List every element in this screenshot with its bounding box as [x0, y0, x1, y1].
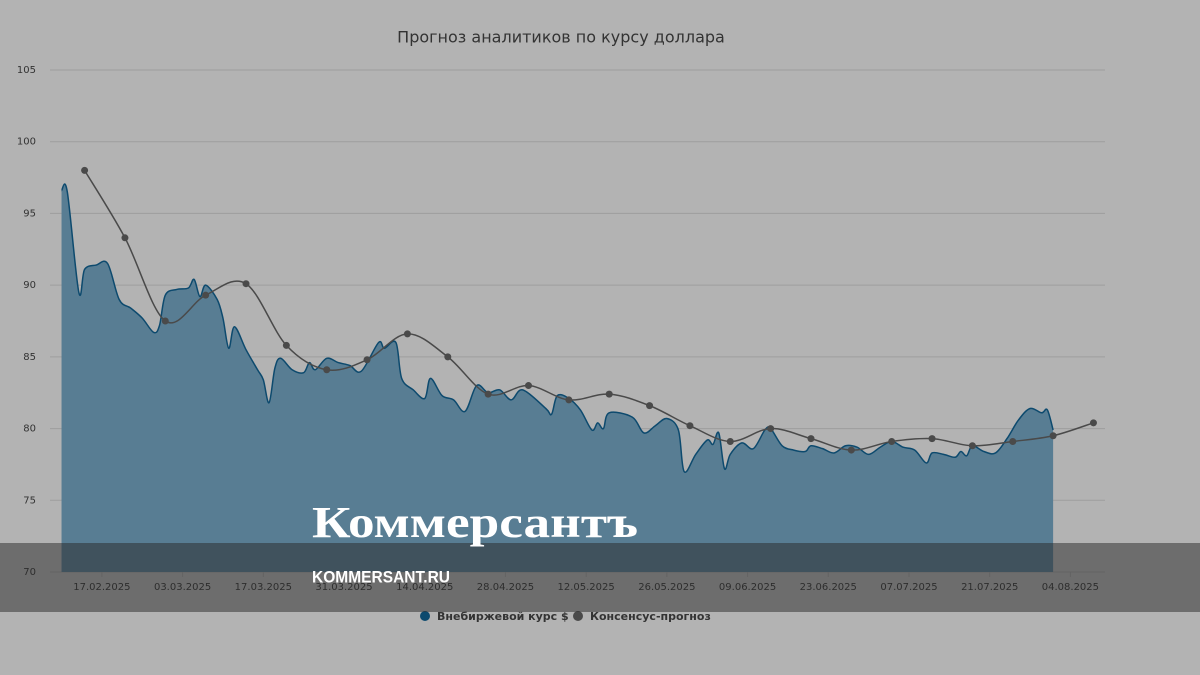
consensus-point [1009, 437, 1017, 445]
consensus-point [1049, 432, 1057, 440]
consensus-point [1089, 419, 1097, 427]
consensus-point [686, 422, 694, 430]
consensus-point [565, 396, 573, 404]
consensus-point [202, 291, 210, 299]
y-tick-label: 85 [23, 352, 36, 363]
consensus-point [403, 330, 411, 338]
watermark-logo: Коммерсантъ [312, 498, 638, 547]
watermark-band [0, 543, 1200, 612]
y-tick-label: 95 [23, 208, 36, 219]
consensus-point [444, 353, 452, 361]
consensus-point [646, 402, 654, 410]
consensus-point [968, 442, 976, 450]
legend: Внебиржевой курс $ Консенсус-прогноз [420, 610, 711, 623]
y-tick-label: 75 [23, 495, 36, 506]
consensus-point [888, 437, 896, 445]
consensus-point [161, 317, 169, 325]
consensus-point [605, 390, 613, 398]
legend-label: Внебиржевой курс $ [437, 610, 569, 623]
consensus-point [726, 437, 734, 445]
legend-marker [420, 611, 430, 621]
plot [60, 166, 1097, 572]
legend-marker [573, 611, 583, 621]
consensus-point [767, 425, 775, 433]
consensus-point [282, 341, 290, 349]
consensus-point [484, 390, 492, 398]
consensus-point [242, 280, 250, 288]
y-tick-label: 100 [17, 137, 36, 148]
y-tick-label: 105 [17, 65, 36, 76]
area-fill [61, 184, 1054, 572]
chart-title: Прогноз аналитиков по курсу доллара [397, 28, 725, 47]
y-tick-label: 80 [23, 424, 36, 435]
legend-label: Консенсус-прогноз [590, 610, 711, 623]
consensus-point [363, 356, 371, 364]
consensus-point [81, 166, 89, 174]
consensus-point [847, 446, 855, 454]
watermark-site: KOMMERSANT.RU [312, 567, 450, 586]
consensus-point [524, 382, 532, 390]
consensus-point [323, 366, 331, 374]
consensus-point [121, 234, 129, 242]
consensus-point [807, 435, 815, 443]
consensus-point [928, 435, 936, 443]
y-tick-label: 90 [23, 280, 36, 291]
